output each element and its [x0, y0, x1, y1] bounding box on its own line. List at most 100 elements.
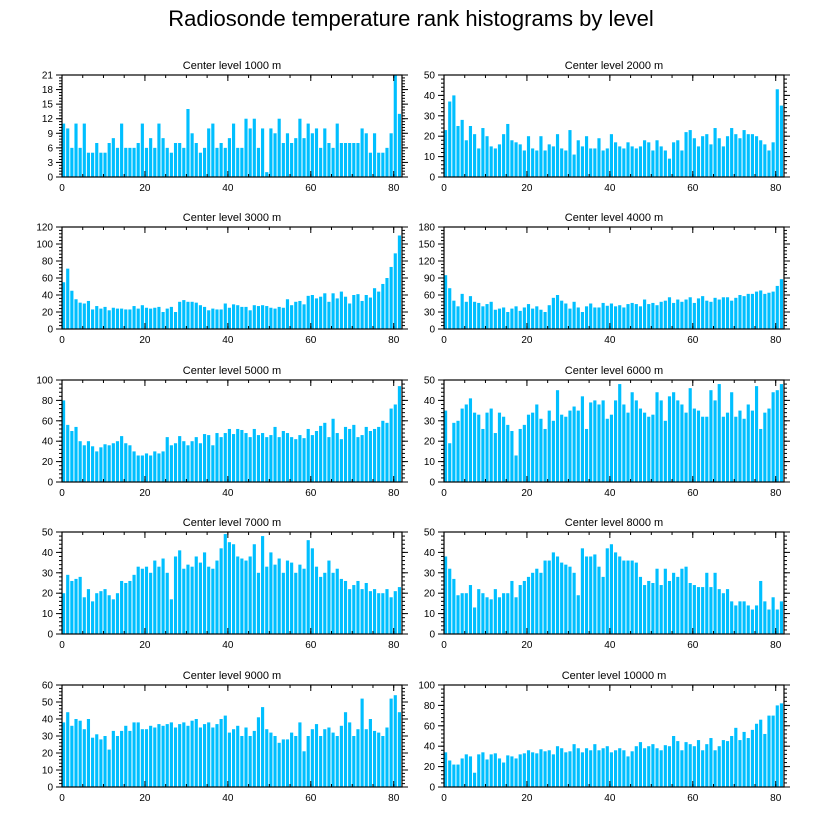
- histogram-bar: [335, 298, 339, 329]
- histogram-bar: [285, 433, 290, 482]
- histogram-bar: [393, 591, 397, 634]
- panel-title: Center level 3000 m: [183, 212, 281, 224]
- x-tick-label: 60: [305, 640, 317, 651]
- histogram-bar: [572, 572, 576, 634]
- histogram-bar: [86, 441, 91, 482]
- histogram-bar: [319, 425, 323, 482]
- histogram-bar: [360, 589, 364, 634]
- histogram-bar: [493, 433, 497, 482]
- histogram-bar: [622, 750, 626, 787]
- histogram-bar: [555, 390, 560, 482]
- histogram-bar: [568, 130, 572, 177]
- histogram-bar: [485, 759, 489, 787]
- histogram-bar: [298, 300, 302, 329]
- histogram-bar: [190, 566, 194, 634]
- histogram-bar: [601, 302, 605, 329]
- histogram-bar: [460, 408, 464, 482]
- x-tick-label: 40: [604, 640, 616, 651]
- histogram-bar: [232, 434, 236, 482]
- y-tick-label: 30: [424, 416, 436, 427]
- histogram-bar: [331, 293, 335, 329]
- histogram-bar: [547, 305, 551, 329]
- histogram-bar: [543, 751, 547, 787]
- histogram-bar: [485, 597, 489, 634]
- histogram-bar: [343, 712, 348, 787]
- histogram-panel-7: Center level 7000 m 0 20 40 60 80 0 10 20 30 40 50: [42, 517, 408, 651]
- histogram-bar: [560, 748, 564, 787]
- histogram-bar: [502, 762, 506, 787]
- x-tick-label: 60: [305, 488, 317, 499]
- histogram-bar: [74, 299, 78, 329]
- histogram-bar: [306, 540, 310, 634]
- histogram-bar: [248, 310, 252, 329]
- histogram-bar: [531, 308, 535, 329]
- histogram-bar: [551, 552, 555, 634]
- plot-frame: [443, 379, 785, 483]
- histogram-bar: [343, 143, 348, 177]
- histogram-bar: [775, 285, 779, 329]
- histogram-bar: [219, 143, 223, 177]
- histogram-bar: [688, 297, 692, 329]
- histogram-bar: [82, 445, 86, 482]
- y-tick-label: 40: [42, 715, 54, 726]
- histogram-bar: [202, 552, 207, 634]
- histogram-bar: [771, 715, 775, 787]
- histogram-bar: [236, 147, 240, 177]
- histogram-bar: [663, 420, 667, 482]
- histogram-bar: [763, 293, 767, 329]
- histogram-bar: [186, 725, 190, 787]
- y-tick-label: 18: [42, 85, 54, 96]
- histogram-bar: [385, 278, 389, 329]
- histogram-bar: [473, 301, 477, 329]
- histogram-bar: [730, 128, 734, 177]
- histogram-bar: [568, 410, 572, 482]
- histogram-bar: [165, 147, 169, 177]
- y-tick-label: 0: [429, 325, 435, 336]
- histogram-bar: [261, 305, 265, 329]
- histogram-bar: [779, 601, 783, 634]
- histogram-bar: [468, 296, 473, 329]
- histogram-bar: [692, 138, 696, 177]
- histogram-bar: [385, 422, 389, 482]
- histogram-bar: [605, 418, 609, 482]
- histogram-bar: [705, 134, 709, 177]
- histogram-bar: [460, 293, 464, 329]
- histogram-bar: [269, 732, 273, 787]
- histogram-bar: [526, 750, 531, 787]
- histogram-bar: [165, 437, 169, 482]
- histogram-bar: [323, 293, 327, 329]
- y-tick-label: 50: [424, 376, 436, 387]
- histogram-bar: [215, 433, 219, 482]
- histogram-bar: [62, 123, 66, 177]
- histogram-bar: [560, 562, 564, 634]
- histogram-bar: [655, 748, 659, 787]
- y-tick-label: 0: [429, 630, 435, 641]
- histogram-bar: [157, 123, 161, 177]
- histogram-bar: [360, 435, 364, 482]
- histogram-bar: [502, 593, 506, 634]
- histogram-bar: [165, 308, 169, 329]
- histogram-bar: [526, 136, 531, 177]
- histogram-bar: [754, 136, 759, 177]
- histogram-bar: [734, 297, 738, 329]
- histogram-bar: [348, 143, 352, 177]
- histogram-bar: [452, 764, 456, 787]
- histogram-bar: [107, 749, 111, 787]
- y-tick-label: 40: [424, 91, 436, 102]
- histogram-bar: [742, 130, 746, 177]
- histogram-bar: [327, 560, 331, 634]
- histogram-bar: [136, 566, 140, 634]
- histogram-bar: [136, 143, 140, 177]
- histogram-bar: [78, 576, 82, 634]
- histogram-bar: [198, 152, 202, 177]
- histogram-bar: [767, 292, 771, 329]
- histogram-bar: [618, 748, 622, 787]
- x-tick-label: 20: [521, 183, 533, 194]
- y-tick-label: 80: [424, 701, 436, 712]
- histogram-bar: [630, 302, 634, 329]
- histogram-bar: [232, 544, 236, 634]
- histogram-bar: [522, 580, 526, 634]
- histogram-bar: [464, 301, 468, 329]
- histogram-bar: [302, 568, 306, 634]
- histogram-bar: [252, 118, 256, 177]
